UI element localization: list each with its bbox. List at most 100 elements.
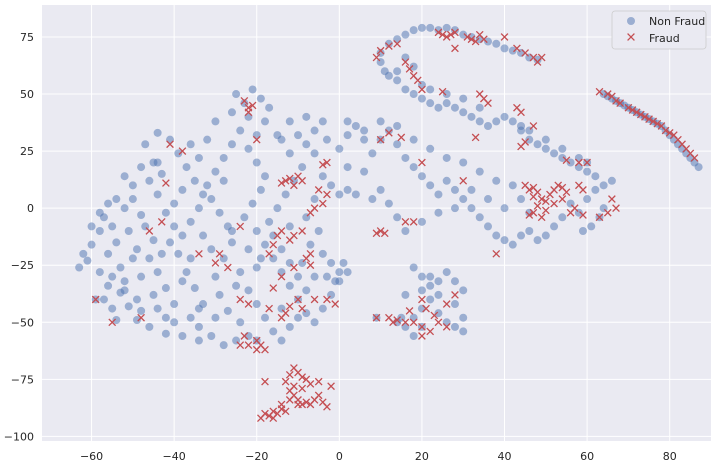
non-fraud-point	[108, 272, 117, 281]
fraud-point	[244, 300, 253, 308]
non-fraud-point	[517, 195, 526, 204]
non-fraud-point	[322, 272, 331, 281]
x-tick-labels: −60 −40 −20 0 20 40 60 80	[80, 450, 677, 463]
non-fraud-point	[533, 236, 542, 245]
fraud-point	[418, 332, 426, 340]
non-fraud-point	[302, 286, 311, 295]
fraud-point	[558, 183, 567, 192]
fraud-point	[562, 156, 571, 165]
non-fraud-point	[335, 277, 344, 286]
fraud-point	[636, 110, 645, 119]
non-fraud-point	[318, 172, 327, 181]
non-fraud-point	[409, 163, 418, 172]
non-fraud-point	[607, 176, 616, 185]
non-fraud-point	[492, 117, 501, 126]
fraud-point	[376, 46, 385, 55]
non-fraud-point	[252, 300, 261, 309]
non-fraud-point	[302, 140, 311, 149]
fraud-point	[269, 240, 278, 249]
non-fraud-point	[459, 195, 468, 204]
non-fraud-point	[199, 190, 208, 199]
non-fraud-point	[277, 245, 286, 254]
non-fraud-point	[426, 281, 435, 290]
non-fraud-point	[194, 304, 203, 313]
non-fraud-point	[343, 185, 352, 194]
non-fraud-point	[459, 286, 468, 295]
non-fraud-point	[360, 135, 369, 144]
non-fraud-point	[475, 213, 484, 222]
fraud-point	[434, 318, 443, 327]
non-fraud-point	[182, 163, 191, 172]
fraud-point	[318, 160, 327, 169]
fraud-point	[318, 199, 327, 208]
fraud-point	[434, 28, 443, 37]
non-fraud-point	[417, 217, 426, 226]
fraud-point	[261, 409, 269, 418]
fraud-point	[285, 370, 294, 379]
non-fraud-point	[240, 213, 249, 222]
non-fraud-point	[124, 226, 133, 235]
non-fraud-point	[376, 185, 385, 194]
fraud-point	[401, 58, 410, 66]
fraud-point	[409, 217, 418, 226]
x-tick-label: 0	[336, 450, 343, 463]
non-fraud-point	[475, 167, 484, 176]
fraud-point	[438, 87, 447, 96]
fraud-point	[405, 307, 414, 315]
non-fraud-point	[269, 327, 278, 336]
non-fraud-point	[219, 341, 228, 350]
non-fraud-point	[417, 23, 426, 32]
non-fraud-point	[244, 286, 253, 295]
fraud-point	[372, 53, 381, 62]
non-fraud-point	[351, 190, 360, 199]
non-fraud-point	[285, 149, 294, 158]
non-fraud-point	[269, 231, 278, 240]
fraud-point	[389, 318, 397, 327]
non-fraud-point	[409, 331, 418, 340]
non-fraud-point	[401, 226, 410, 235]
non-fraud-point	[409, 26, 418, 35]
fraud-point	[401, 217, 410, 226]
non-fraud-point	[261, 117, 269, 126]
non-fraud-point	[256, 185, 265, 194]
non-fraud-point	[335, 144, 344, 153]
fraud-point	[269, 407, 278, 416]
non-fraud-point	[116, 263, 125, 272]
x-tick-label: 20	[415, 450, 429, 463]
fraud-point	[574, 181, 583, 190]
fraud-point	[281, 407, 290, 416]
non-fraud-point	[207, 195, 216, 204]
non-fraud-point	[335, 268, 344, 277]
non-fraud-point	[232, 281, 241, 290]
fraud-point	[645, 115, 653, 123]
non-fraud-point	[318, 117, 327, 126]
non-fraud-point	[368, 149, 377, 158]
non-fraud-point	[112, 316, 121, 325]
fraud-point	[438, 30, 447, 39]
legend-marker-fraud	[627, 33, 635, 41]
non-fraud-point	[252, 131, 261, 140]
non-fraud-point	[87, 240, 96, 249]
non-fraud-point	[409, 90, 418, 99]
non-fraud-point	[95, 226, 104, 235]
non-fraud-point	[244, 331, 253, 340]
fraud-point	[492, 249, 501, 258]
fraud-point	[290, 263, 298, 272]
fraud-point	[401, 318, 410, 327]
non-fraud-point	[343, 131, 352, 140]
fraud-point	[442, 300, 451, 308]
non-fraud-point	[194, 153, 203, 162]
y-tick-label: 50	[20, 88, 34, 101]
non-fraud-point	[104, 199, 113, 208]
fraud-point	[290, 181, 298, 190]
non-fraud-point	[227, 226, 236, 235]
fraud-point	[223, 263, 232, 272]
non-fraud-point	[178, 331, 187, 340]
non-fraud-point	[236, 268, 245, 277]
non-fraud-point	[157, 169, 166, 178]
non-fraud-point	[244, 245, 253, 254]
fraud-point	[459, 176, 468, 185]
non-fraud-point	[450, 185, 459, 194]
non-fraud-point	[484, 37, 492, 46]
legend-marker-non-fraud	[627, 17, 635, 25]
